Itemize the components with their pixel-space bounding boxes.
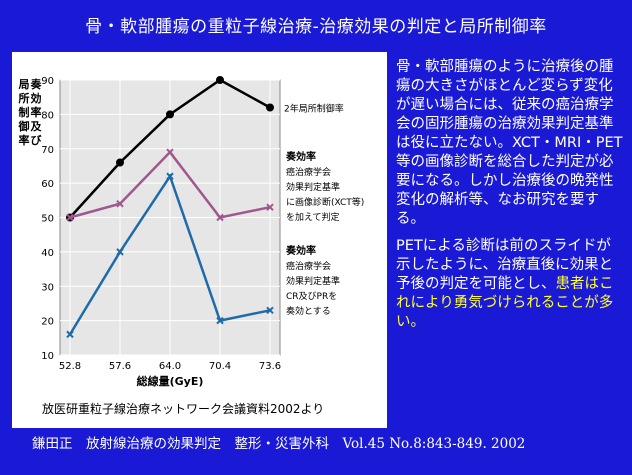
annotation-cr: 癌治療学会: [286, 260, 331, 272]
annotation-cr: CR及びPRを: [286, 291, 337, 302]
x-tick-label: 52.8: [59, 361, 81, 372]
annotation-img: 癌治療学会: [286, 166, 331, 178]
x-tick-label: 57.6: [109, 361, 131, 372]
y-axis-label-char: 所: [19, 91, 30, 105]
line-chart: 10 20 30 40 50 60 70 80 90 52.8 57.6 64.0 70.4 73.6 総線…: [18, 76, 364, 388]
x-tick-label: 73.6: [259, 361, 281, 372]
y-axis-label-char: 効: [31, 91, 42, 105]
data-point-cr: [116, 248, 124, 256]
annotation-img: 奏効率: [285, 150, 316, 163]
data-point-cr: [66, 330, 74, 339]
annotation-cr: 効果判定基準: [286, 275, 340, 287]
data-point-local: [216, 76, 224, 84]
y-tick-label: 70: [41, 145, 54, 156]
y-axis-label-char: 及: [31, 120, 43, 133]
y-axis-label-char: 奏: [30, 77, 43, 91]
data-point-img: [216, 213, 224, 222]
data-point-cr: [166, 172, 174, 180]
y-tick-label: 90: [41, 76, 54, 87]
y-tick-label: 30: [41, 282, 54, 293]
annotation-img: に画像診断(XCT等): [286, 196, 364, 208]
annotation-cr: 奏効率: [285, 244, 316, 257]
x-axis-label: 総線量(GyE): [137, 374, 204, 388]
data-point-cr: [216, 316, 224, 325]
data-point-img: [66, 213, 74, 222]
annotation-img: を加えて判定: [286, 211, 340, 223]
source-note: 放医研重粒子線治療ネットワーク会議資料2002より: [42, 402, 325, 416]
chart-panel: 10 20 30 40 50 60 70 80 90 52.8 57.6 64.0 70.4 73.6 総線…: [12, 52, 387, 428]
y-tick-label: 80: [41, 110, 54, 121]
paragraph-2-highlight: 患者はこれにより勇気づけられることが多い。: [396, 276, 614, 330]
y-axis-label-char: 率: [31, 105, 42, 119]
slide-title: 骨・軟部腫瘍の重粒子線治療-治療効果の判定と局所制御率: [85, 17, 547, 37]
y-axis-label-char: び: [31, 133, 43, 147]
data-point-cr: [266, 306, 274, 315]
side-text: 骨・軟部腫瘍のように治療後の腫瘍の大きさがほとんど変らず変化が遅い場合には、従来…: [396, 58, 624, 340]
x-tick-label: 70.4: [209, 361, 231, 372]
y-axis-label-char: 御: [18, 119, 30, 133]
y-axis-label-char: 制: [19, 105, 30, 119]
paragraph-1: 骨・軟部腫瘍のように治療後の腫瘍の大きさがほとんど変らず変化が遅い場合には、従来…: [396, 59, 623, 227]
data-point-img: [116, 200, 124, 208]
y-axis-label-char: 率: [19, 133, 30, 147]
citation: 鎌田正 放射線治療の効果判定 整形・災害外科 Vol.45 No.8:843-8…: [32, 436, 526, 452]
data-point-img: [166, 148, 174, 156]
y-tick-label: 10: [41, 351, 54, 362]
data-point-local: [116, 158, 124, 167]
data-point-local: [266, 103, 274, 112]
data-point-local: [166, 110, 174, 119]
y-tick-label: 60: [41, 179, 54, 190]
y-tick-label: 40: [41, 248, 54, 259]
y-tick-label: 50: [41, 214, 54, 225]
paragraph-2-text: PETによる診断は前のスライドが示したように、治療直後に効果と予後の判定を可能と…: [396, 238, 614, 292]
data-point-img: [266, 203, 274, 211]
annotation-img: 効果判定基準: [286, 181, 340, 193]
y-axis-label-char: 局: [18, 78, 30, 91]
annotation-cr: 奏効とする: [286, 305, 331, 317]
annotation-local: 2年局所制御率: [284, 103, 344, 115]
paragraph-2: PETによる診断は前のスライドが示したように、治療直後に効果と予後の判定を可能と…: [396, 237, 624, 332]
y-tick-label: 20: [41, 317, 54, 328]
x-tick-label: 64.0: [159, 361, 181, 372]
